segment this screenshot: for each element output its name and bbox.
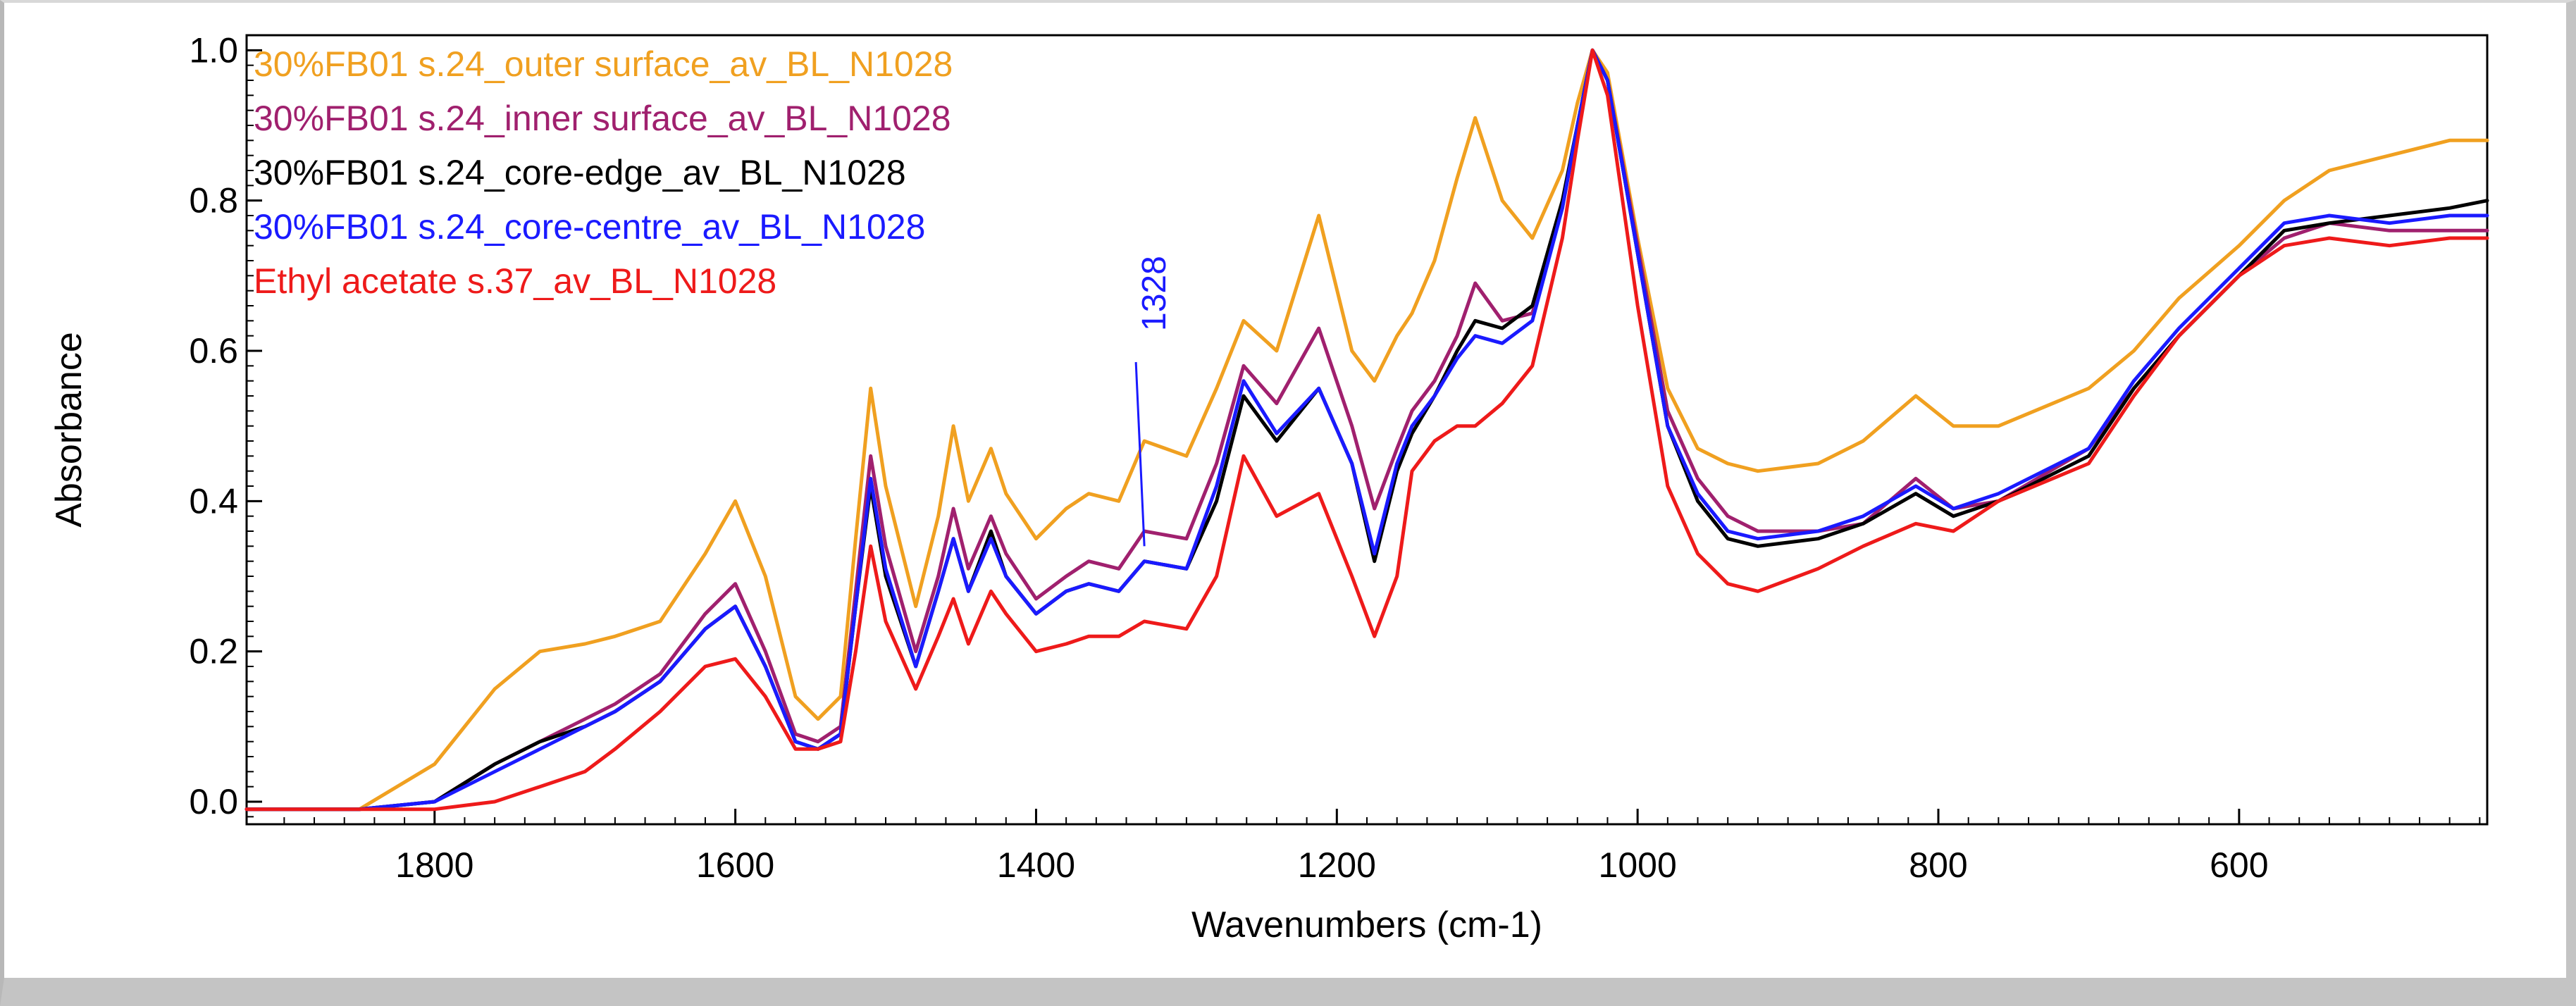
series-line-5 <box>244 48 2489 812</box>
x-tick-label: 1200 <box>1298 845 1376 885</box>
x-tick-label: 800 <box>1909 845 1967 885</box>
y-axis-title: Absorbance <box>49 332 89 528</box>
legend-entry: Ethyl acetate s.37_av_BL_N1028 <box>254 261 776 301</box>
y-tick-label: 0.0 <box>189 782 238 821</box>
y-tick-label: 0.8 <box>189 181 238 221</box>
x-axis-title: Wavenumbers (cm-1) <box>1191 905 1542 945</box>
y-tick-label: 0.4 <box>189 481 238 521</box>
y-axis: 0.0 0.2 0.4 0.6 0.8 1.0 <box>189 30 262 821</box>
legend-entry: 30%FB01 s.24_core-centre_av_BL_N1028 <box>254 207 925 247</box>
x-tick-label: 1600 <box>696 845 774 885</box>
x-tick-label: 1800 <box>395 845 473 885</box>
legend-entry: 30%FB01 s.24_core-edge_av_BL_N1028 <box>254 153 906 192</box>
x-axis: 1800 1600 1400 1200 1000 800 600 <box>283 809 2481 885</box>
y-tick-label: 1.0 <box>189 30 238 70</box>
y-tick-label: 0.6 <box>189 331 238 371</box>
legend-entry: 30%FB01 s.24_inner surface_av_BL_N1028 <box>254 99 951 138</box>
y-tick-label: 0.2 <box>189 632 238 671</box>
legend-entry: 30%FB01 s.24_outer surface_av_BL_N1028 <box>254 44 953 84</box>
legend: 30%FB01 s.24_outer surface_av_BL_N1028 30… <box>254 44 953 301</box>
annotation-label: 1328 <box>1136 256 1173 331</box>
annotations: 1328 <box>1134 256 1173 547</box>
x-tick-label: 1000 <box>1599 845 1677 885</box>
series-line-1 <box>244 48 2489 812</box>
x-tick-label: 600 <box>2210 845 2268 885</box>
annotation-leader-line <box>1134 361 1146 547</box>
x-tick-label: 1400 <box>997 845 1075 885</box>
series-line-2 <box>244 48 2489 812</box>
series-line-4 <box>244 48 2489 812</box>
series-lines <box>244 48 2489 812</box>
